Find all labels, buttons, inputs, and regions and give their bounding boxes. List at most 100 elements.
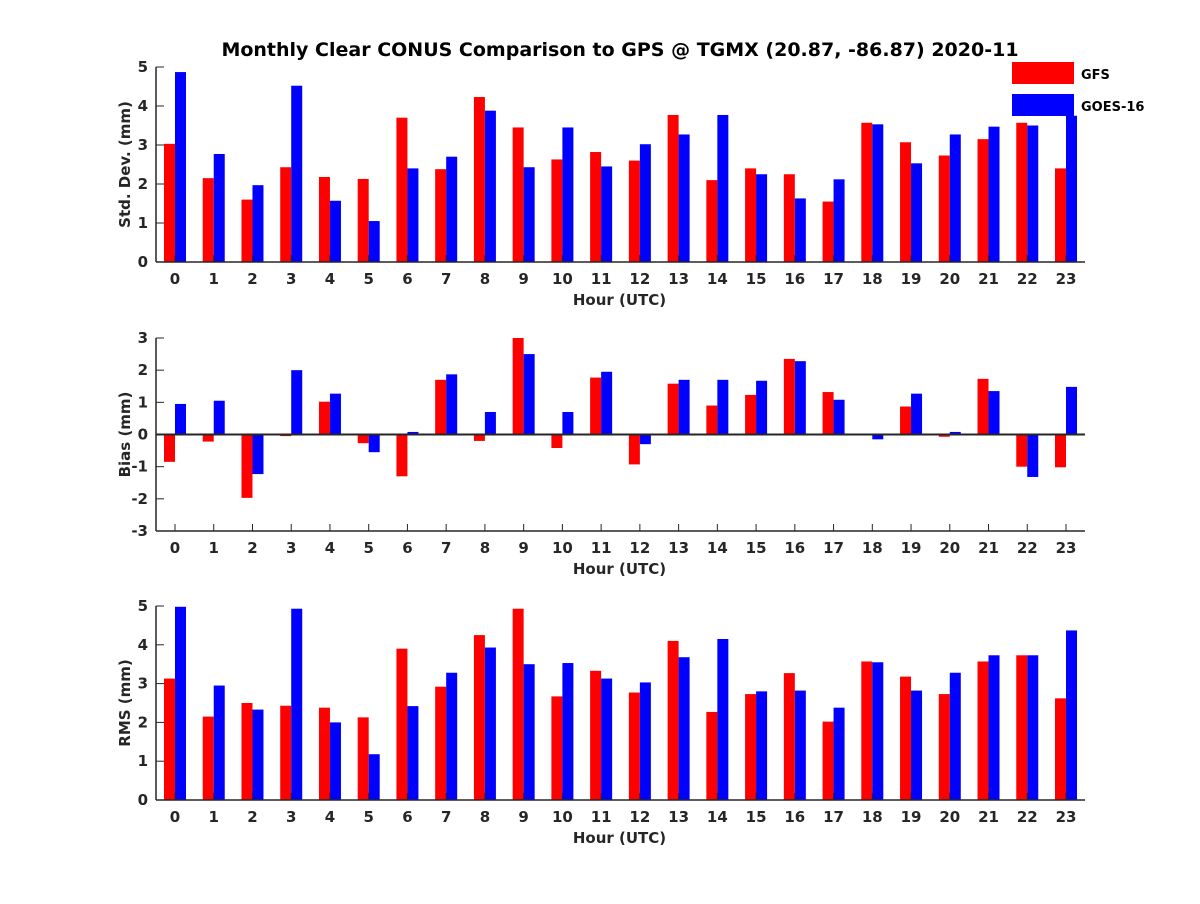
rms-bar-goes16-1 — [214, 686, 225, 800]
std-dev-bar-gfs-0 — [164, 144, 175, 262]
rms-bar-gfs-21 — [978, 661, 989, 800]
bias-x-tick-label: 9 — [518, 539, 528, 557]
bias-bar-gfs-19 — [900, 407, 911, 435]
std-dev-bar-gfs-1 — [203, 178, 214, 262]
std-dev-bar-gfs-4 — [319, 177, 330, 262]
bias-y-axis-label: Bias (mm) — [116, 392, 134, 478]
bias-bar-goes16-12 — [640, 435, 651, 445]
rms-x-tick-label: 16 — [784, 808, 805, 826]
rms-bar-gfs-5 — [358, 717, 369, 800]
bias-x-tick-label: 23 — [1056, 539, 1077, 557]
std-dev-bar-gfs-6 — [396, 118, 407, 262]
rms-bar-goes16-14 — [717, 639, 728, 800]
bias-y-tick-label: 3 — [138, 329, 148, 347]
rms-y-tick-label: 5 — [138, 597, 148, 615]
bias-bar-goes16-7 — [446, 374, 457, 434]
std-dev-x-tick-label: 18 — [862, 270, 883, 288]
bias-y-tick-label: 1 — [138, 393, 148, 411]
std-dev-bar-goes16-10 — [562, 127, 573, 262]
std-dev-bar-gfs-16 — [784, 174, 795, 262]
std-dev-x-tick-label: 4 — [325, 270, 335, 288]
bias-bar-gfs-1 — [203, 435, 214, 442]
rms-x-tick-label: 9 — [518, 808, 528, 826]
legend: GFS GOES-16 — [1012, 62, 1144, 116]
rms-x-tick-label: 22 — [1017, 808, 1038, 826]
rms-bar-goes16-12 — [640, 682, 651, 800]
std-dev-bar-gfs-11 — [590, 152, 601, 262]
bias-bar-goes16-8 — [485, 412, 496, 435]
std-dev-x-tick-label: 20 — [939, 270, 960, 288]
std-dev-bar-gfs-22 — [1016, 123, 1027, 262]
rms-x-tick-label: 12 — [629, 808, 650, 826]
rms-x-tick-label: 0 — [170, 808, 180, 826]
rms-bar-gfs-12 — [629, 693, 640, 800]
bias-bar-gfs-14 — [706, 406, 717, 435]
legend-label-goes16: GOES-16 — [1081, 100, 1144, 115]
rms-x-tick-label: 14 — [707, 808, 728, 826]
bias-x-tick-label: 14 — [707, 539, 728, 557]
rms-x-tick-label: 2 — [247, 808, 257, 826]
rms-bar-goes16-18 — [872, 662, 883, 800]
std-dev-x-tick-label: 23 — [1056, 270, 1077, 288]
legend-swatch-gfs — [1012, 62, 1074, 84]
rms-bar-goes16-13 — [679, 657, 690, 800]
bias-bar-gfs-5 — [358, 435, 369, 444]
rms-bar-goes16-10 — [562, 663, 573, 800]
bias-x-tick-label: 6 — [402, 539, 412, 557]
rms-x-tick-label: 8 — [480, 808, 490, 826]
std-dev-x-tick-label: 5 — [363, 270, 373, 288]
rms-bar-gfs-17 — [823, 722, 834, 800]
rms-x-tick-label: 10 — [552, 808, 573, 826]
std-dev-x-tick-label: 22 — [1017, 270, 1038, 288]
std-dev-bar-gfs-14 — [706, 180, 717, 262]
bias-x-tick-label: 8 — [480, 539, 490, 557]
bias-x-tick-label: 16 — [784, 539, 805, 557]
bias-bar-gfs-6 — [396, 435, 407, 477]
std-dev-x-tick-label: 6 — [402, 270, 412, 288]
rms-bar-goes16-2 — [252, 710, 263, 800]
bias-bar-goes16-2 — [252, 435, 263, 475]
rms-x-tick-label: 13 — [668, 808, 689, 826]
std-dev-bar-goes16-7 — [446, 157, 457, 262]
std-dev-bar-goes16-14 — [717, 115, 728, 262]
rms-bar-gfs-9 — [513, 609, 524, 800]
rms-bar-goes16-22 — [1027, 655, 1038, 800]
bias-bar-gfs-2 — [241, 435, 252, 498]
bias-x-tick-label: 19 — [901, 539, 922, 557]
bias-bar-gfs-21 — [978, 379, 989, 435]
std-dev-y-axis-label: Std. Dev. (mm) — [116, 101, 134, 228]
std-dev-x-tick-label: 3 — [286, 270, 296, 288]
bias-bar-goes16-3 — [291, 370, 302, 434]
rms-bar-gfs-1 — [203, 717, 214, 800]
std-dev-bar-goes16-11 — [601, 166, 612, 262]
rms-x-tick-label: 17 — [823, 808, 844, 826]
rms-bar-goes16-3 — [291, 609, 302, 800]
std-dev-bar-goes16-12 — [640, 144, 651, 262]
std-dev-bar-goes16-13 — [679, 134, 690, 262]
rms-bar-gfs-22 — [1016, 655, 1027, 800]
std-dev-bar-goes16-15 — [756, 174, 767, 262]
bias-x-tick-label: 2 — [247, 539, 257, 557]
std-dev-y-tick-label: 1 — [138, 214, 148, 232]
rms-x-tick-label: 6 — [402, 808, 412, 826]
rms-x-tick-label: 5 — [363, 808, 373, 826]
rms-x-tick-label: 20 — [939, 808, 960, 826]
rms-y-tick-label: 0 — [138, 791, 148, 809]
bias-bar-goes16-19 — [911, 394, 922, 435]
bias-bar-gfs-17 — [823, 392, 834, 434]
std-dev-bar-goes16-2 — [252, 185, 263, 262]
bias-x-tick-label: 21 — [978, 539, 999, 557]
std-dev-bar-gfs-13 — [668, 115, 679, 262]
bias-bar-gfs-4 — [319, 402, 330, 435]
std-dev-bar-goes16-23 — [1066, 116, 1077, 262]
rms-x-tick-label: 7 — [441, 808, 451, 826]
std-dev-bar-gfs-3 — [280, 167, 291, 262]
bias-x-tick-label: 5 — [363, 539, 373, 557]
std-dev-bar-gfs-9 — [513, 127, 524, 262]
bias-x-tick-label: 3 — [286, 539, 296, 557]
std-dev-bar-gfs-18 — [861, 123, 872, 262]
rms-bar-gfs-0 — [164, 679, 175, 800]
std-dev-x-tick-label: 11 — [591, 270, 612, 288]
